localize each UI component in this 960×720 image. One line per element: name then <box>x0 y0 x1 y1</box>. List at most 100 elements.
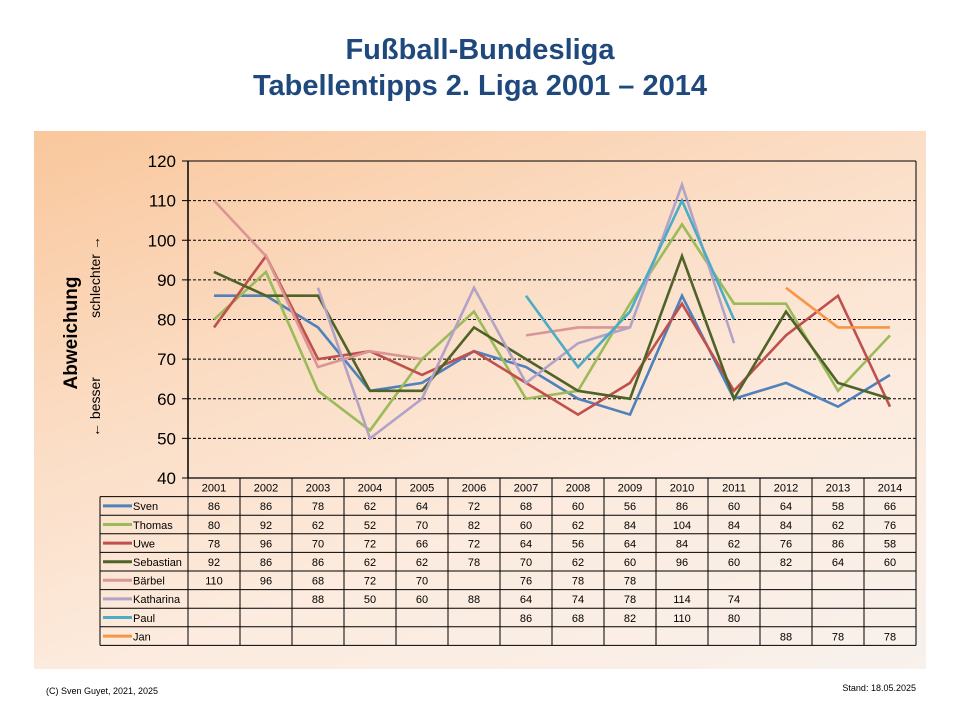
table-cell-value: 82 <box>468 520 480 532</box>
table-cell-value: 82 <box>624 613 636 625</box>
table-cell-value: 78 <box>624 576 636 588</box>
y-tick-label: 90 <box>157 271 176 290</box>
table-cell-value: 62 <box>832 520 844 532</box>
y-tick-label: 50 <box>157 429 176 448</box>
table-cell-value: 88 <box>468 594 480 606</box>
table-cell-value: 78 <box>312 501 324 513</box>
table-cell-value: 86 <box>520 613 532 625</box>
table-cell-value: 68 <box>572 613 584 625</box>
x-category-label: 2005 <box>410 483 434 495</box>
table-cell-value: 110 <box>205 576 223 588</box>
table-cell-value: 64 <box>416 501 428 513</box>
legend-label-sebastian: Sebastian <box>133 557 182 569</box>
table-cell-value: 58 <box>884 538 896 550</box>
x-category-label: 2007 <box>514 483 538 495</box>
series-line-bärbel <box>525 326 630 337</box>
x-category-label: 2004 <box>358 483 382 495</box>
table-cell-value: 60 <box>624 557 636 569</box>
table-cell-value: 78 <box>208 538 220 550</box>
series-line-sebastian <box>213 252 891 402</box>
table-cell-value: 74 <box>572 594 584 606</box>
series-line-sven <box>214 292 891 417</box>
table-cell-value: 84 <box>624 520 636 532</box>
series-line-uwe <box>212 253 892 417</box>
x-category-label: 2013 <box>826 483 850 495</box>
table-cell-value: 96 <box>676 557 688 569</box>
table-cell-value: 92 <box>260 520 272 532</box>
table-cell-value: 70 <box>416 576 428 588</box>
y-axis-sublabel-worse: schlechter → <box>87 236 103 318</box>
table-cell-value: 86 <box>208 501 220 513</box>
table-cell-value: 78 <box>572 576 584 588</box>
x-category-label: 2014 <box>878 483 902 495</box>
table-cell-value: 64 <box>520 594 532 606</box>
table-cell-value: 84 <box>780 520 792 532</box>
table-cell-value: 88 <box>780 631 792 643</box>
legend-label-paul: Paul <box>133 613 155 625</box>
table-cell-value: 64 <box>520 538 532 550</box>
table-cell-value: 84 <box>728 520 740 532</box>
table-cell-value: 96 <box>260 576 272 588</box>
legend-label-bärbel: Bärbel <box>133 576 165 588</box>
table-cell-value: 86 <box>312 557 324 569</box>
table-cell-value: 60 <box>520 520 532 532</box>
table-cell-value: 72 <box>364 576 376 588</box>
table-cell-value: 66 <box>416 538 428 550</box>
table-cell-value: 64 <box>780 501 792 513</box>
series-line-jan <box>785 286 890 329</box>
x-category-label: 2002 <box>254 483 278 495</box>
table-cell-value: 86 <box>260 557 272 569</box>
chart-title: Fußball-Bundesliga Tabellentipps 2. Liga… <box>0 32 960 104</box>
table-cell-value: 76 <box>780 538 792 550</box>
table-cell-value: 58 <box>832 501 844 513</box>
legend-label-katharina: Katharina <box>133 594 181 606</box>
series-line-bärbel <box>213 199 423 369</box>
table-cell-value: 60 <box>728 501 740 513</box>
table-cell-value: 62 <box>416 557 428 569</box>
table-cell-value: 60 <box>572 501 584 513</box>
table-cell-value: 86 <box>260 501 272 513</box>
stand-date: Stand: 18.05.2025 <box>842 683 916 693</box>
table-cell-value: 88 <box>312 594 324 606</box>
x-category-label: 2001 <box>202 483 226 495</box>
x-category-label: 2006 <box>462 483 486 495</box>
table-cell-value: 66 <box>884 501 896 513</box>
table-cell-value: 96 <box>260 538 272 550</box>
series-line-paul <box>524 197 736 370</box>
table-cell-value: 84 <box>676 538 688 550</box>
x-category-label: 2003 <box>306 483 330 495</box>
table-cell-value: 64 <box>624 538 636 550</box>
table-cell-value: 72 <box>468 501 480 513</box>
table-cell-value: 78 <box>624 594 636 606</box>
table-cell-value: 60 <box>416 594 428 606</box>
table-cell-value: 86 <box>832 538 844 550</box>
table-cell-value: 52 <box>364 520 376 532</box>
table-cell-value: 62 <box>364 501 376 513</box>
copyright-text: (C) Sven Guyet, 2021, 2025 <box>46 686 159 696</box>
y-axis-sublabel-better: ← besser <box>87 377 103 437</box>
x-category-label: 2008 <box>566 483 590 495</box>
table-cell-value: 62 <box>728 538 740 550</box>
table-cell-value: 110 <box>673 613 691 625</box>
legend-label-uwe: Uwe <box>133 538 155 550</box>
table-cell-value: 62 <box>572 520 584 532</box>
table-cell-value: 64 <box>832 557 844 569</box>
table-cell-value: 104 <box>673 520 691 532</box>
table-cell-value: 56 <box>572 538 584 550</box>
table-cell-value: 60 <box>728 557 740 569</box>
y-tick-label: 40 <box>157 469 176 488</box>
table-cell-value: 80 <box>208 520 220 532</box>
table-cell-value: 62 <box>364 557 376 569</box>
x-category-label: 2011 <box>722 483 746 495</box>
y-axis-title: Abweichung <box>61 277 82 390</box>
table-cell-value: 78 <box>468 557 480 569</box>
y-tick-label: 100 <box>148 231 176 250</box>
table-cell-value: 86 <box>676 501 688 513</box>
table-cell-value: 72 <box>364 538 376 550</box>
table-cell-value: 82 <box>780 557 792 569</box>
series-line-katharina <box>316 180 736 441</box>
table-cell-value: 80 <box>728 613 740 625</box>
table-cell-value: 68 <box>312 576 324 588</box>
legend-label-sven: Sven <box>133 501 158 513</box>
